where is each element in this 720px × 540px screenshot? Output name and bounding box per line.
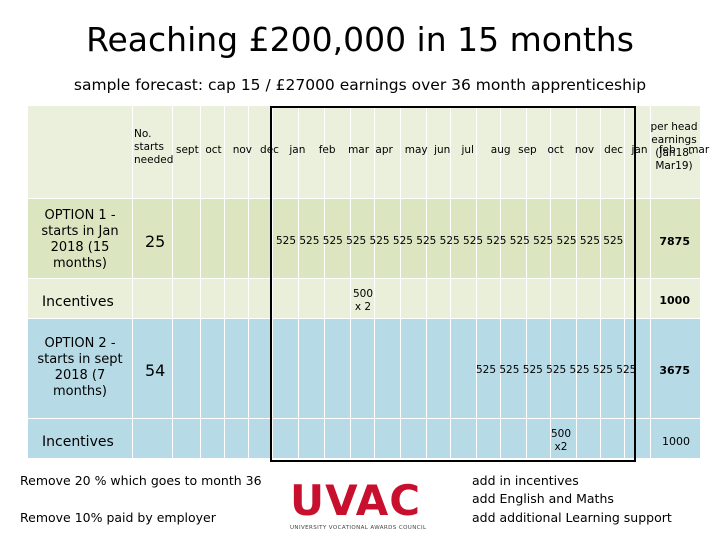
- uvac-logo-text: UVAC: [290, 476, 422, 525]
- col-divider: [132, 106, 133, 458]
- incentives2-note: 500 x2: [546, 428, 576, 454]
- col-divider: [400, 106, 401, 458]
- option2-band: [28, 318, 700, 418]
- note-left-1: Remove 20 % which goes to month 36: [20, 473, 262, 488]
- forecast-highlight-box: [270, 106, 636, 462]
- no-starts-header: No. starts needed: [134, 128, 174, 166]
- col-divider: [350, 106, 351, 458]
- note-left-2: Remove 10% paid by employer: [20, 510, 216, 525]
- col-divider: [476, 106, 477, 458]
- note-right-1: add in incentives: [472, 473, 579, 488]
- month-header: dec: [604, 144, 624, 156]
- row-divider: [28, 278, 700, 279]
- option2-total: 3675: [659, 364, 690, 377]
- row-divider: [28, 198, 700, 199]
- col-divider: [650, 106, 651, 458]
- month-header: jan: [289, 144, 306, 156]
- month-header: dec: [260, 144, 279, 156]
- month-header: oct: [547, 144, 564, 156]
- note-right-2: add English and Maths: [472, 491, 614, 506]
- month-header: mar: [688, 144, 710, 156]
- month-header: aug: [490, 144, 511, 156]
- col-divider: [374, 106, 375, 458]
- uvac-logo: UVAC UNIVERSITY VOCATIONAL AWARDS COUNCI…: [290, 478, 432, 532]
- col-divider: [624, 106, 625, 458]
- col-divider: [426, 106, 427, 458]
- month-header: sep: [518, 144, 537, 156]
- incentives2-note-line: x2: [554, 441, 568, 453]
- month-header: nov: [574, 144, 595, 156]
- page-title: Reaching £200,000 in 15 months: [86, 20, 634, 59]
- col-divider: [450, 106, 451, 458]
- col-divider: [500, 106, 501, 458]
- incentives1-note-line: 500: [352, 288, 374, 300]
- col-divider: [172, 106, 173, 458]
- col-divider: [600, 106, 601, 458]
- month-header: may: [404, 144, 428, 156]
- option1-band: [28, 198, 700, 278]
- uvac-logo-subtitle: UNIVERSITY VOCATIONAL AWARDS COUNCIL: [290, 525, 427, 531]
- month-header: oct: [205, 144, 222, 156]
- col-divider: [550, 106, 551, 458]
- month-header: mar: [348, 144, 370, 156]
- option1-starts: 25: [145, 232, 166, 251]
- row-divider: [28, 318, 700, 319]
- incentives2-total: 1000: [662, 435, 690, 448]
- month-header: jan: [631, 144, 648, 156]
- month-header: nov: [232, 144, 252, 156]
- option2-values: 525 525 525 525 525 525 525: [476, 364, 637, 376]
- col-divider: [324, 106, 325, 458]
- header-band: [28, 106, 700, 198]
- note-right-3: add additional Learning support: [472, 510, 672, 525]
- incentives1-total: 1000: [659, 294, 690, 307]
- option2-label: OPTION 2 - starts in sept 2018 (7 months…: [37, 336, 123, 399]
- incentives2-note-line: 500: [550, 428, 572, 440]
- option1-values: 525 525 525 525 525 525 525 525 525 525 …: [276, 235, 624, 247]
- col-divider: [576, 106, 577, 458]
- incentives1-band: [28, 278, 700, 318]
- month-header: apr: [375, 144, 393, 156]
- month-header: feb: [318, 144, 336, 156]
- option1-total: 7875: [659, 235, 690, 248]
- incentives1-note: 500 x 2: [348, 288, 378, 314]
- month-header: jun: [434, 144, 451, 156]
- incentives1-label: Incentives: [42, 294, 114, 310]
- month-headers: sept oct nov dec jan feb mar apr may jun…: [176, 144, 710, 156]
- col-divider: [224, 106, 225, 458]
- forecast-table: [28, 106, 700, 458]
- month-header: jul: [461, 144, 474, 156]
- col-divider: [526, 106, 527, 458]
- incentives1-note-line: x 2: [354, 301, 372, 313]
- option1-label: OPTION 1 - starts in Jan 2018 (15 months…: [41, 208, 119, 271]
- month-header: feb: [658, 144, 676, 156]
- month-header: sept: [176, 144, 199, 156]
- row-divider: [28, 418, 700, 419]
- col-divider: [272, 106, 273, 458]
- incentives2-label: Incentives: [42, 434, 114, 450]
- page-subtitle: sample forecast: cap 15 / £27000 earning…: [73, 76, 647, 94]
- per-head-header: per head earnings (Jan18-Mar19): [650, 121, 698, 172]
- col-divider: [200, 106, 201, 458]
- col-divider: [248, 106, 249, 458]
- col-divider: [298, 106, 299, 458]
- option2-starts: 54: [145, 361, 166, 380]
- incentives2-band: [28, 418, 700, 458]
